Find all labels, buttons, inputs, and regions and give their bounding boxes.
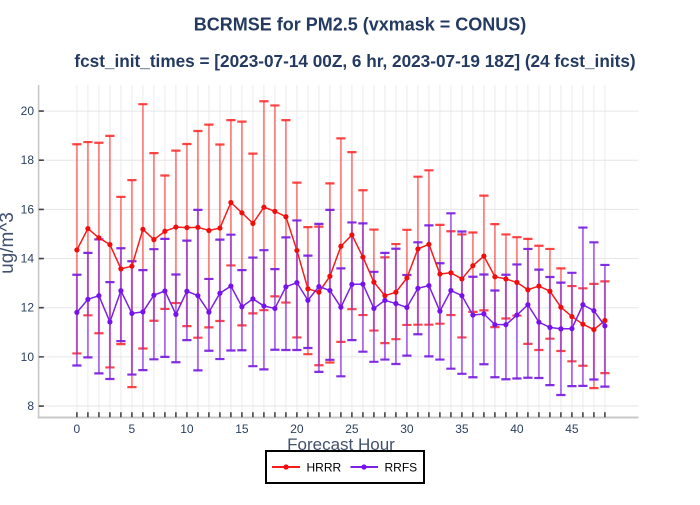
svg-text:20: 20	[21, 104, 35, 118]
svg-text:25: 25	[345, 422, 359, 436]
svg-text:0: 0	[74, 422, 81, 436]
svg-text:10: 10	[21, 350, 35, 364]
svg-text:30: 30	[400, 422, 414, 436]
svg-text:35: 35	[455, 422, 469, 436]
svg-text:ug/m^3: ug/m^3	[0, 212, 18, 274]
svg-text:8: 8	[27, 399, 34, 413]
svg-text:BCRMSE for PM2.5 (vxmask = CON: BCRMSE for PM2.5 (vxmask = CONUS)	[194, 15, 527, 35]
svg-text:RRFS: RRFS	[385, 461, 418, 475]
svg-text:14: 14	[21, 252, 35, 266]
svg-text:fcst_init_times = [2023-07-14: fcst_init_times = [2023-07-14 00Z, 6 hr,…	[74, 51, 635, 71]
svg-text:20: 20	[290, 422, 304, 436]
svg-text:12: 12	[21, 301, 35, 315]
svg-text:Forecast Hour: Forecast Hour	[287, 435, 395, 454]
svg-text:15: 15	[235, 422, 249, 436]
svg-text:45: 45	[565, 422, 579, 436]
svg-text:5: 5	[129, 422, 136, 436]
svg-text:10: 10	[180, 422, 194, 436]
svg-text:18: 18	[21, 153, 35, 167]
svg-text:HRRR: HRRR	[307, 461, 342, 475]
svg-text:16: 16	[21, 202, 35, 216]
svg-text:40: 40	[510, 422, 524, 436]
